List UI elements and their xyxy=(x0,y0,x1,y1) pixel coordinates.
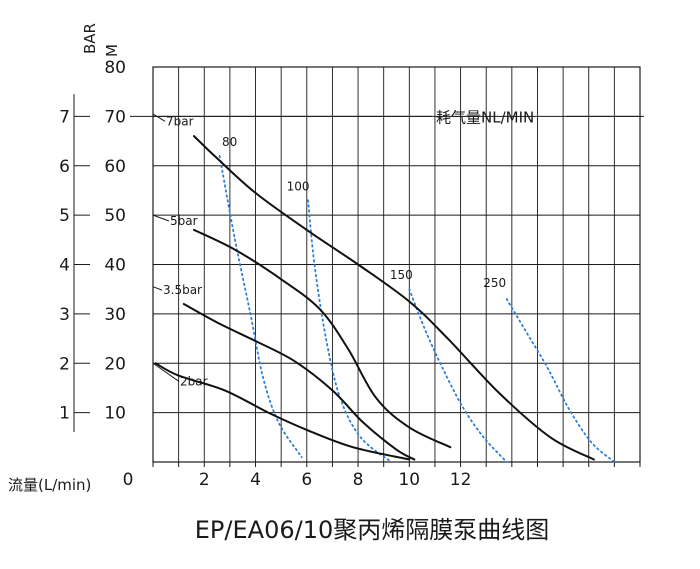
m-tick-label: 70 xyxy=(104,107,126,127)
air-curve-150 xyxy=(408,288,508,463)
air-consumption-lines xyxy=(218,155,616,463)
pressure-curve-7bar xyxy=(193,135,595,461)
chart-title: EP/EA06/10聚丙烯隔膜泵曲线图 xyxy=(195,516,549,544)
pressure-curve-label: 7bar xyxy=(166,114,194,128)
pressure-lines xyxy=(154,135,595,461)
air-curve-label: 150 xyxy=(390,268,413,282)
pressure-curve-2bar xyxy=(154,362,411,461)
pressure-curve-label: 5bar xyxy=(170,214,198,228)
x-tick-label: 10 xyxy=(398,470,420,490)
x-tick-label: 4 xyxy=(250,470,261,490)
pressure-label-leader xyxy=(152,214,170,222)
m-tick-label: 10 xyxy=(104,404,126,424)
x-tick-label: 2 xyxy=(199,470,210,490)
m-tick-label: 60 xyxy=(104,157,126,177)
pressure-label-leader xyxy=(152,362,180,382)
chart-labels: 80 100 150 250 耗气量NL/MIN 7bar 5bar 3.5bar 2bar xyxy=(152,108,644,388)
bar-tick-label: 5 xyxy=(59,206,70,226)
x-axis-label: 流量(L/min) xyxy=(8,476,91,494)
grid xyxy=(152,66,641,463)
air-curve-100 xyxy=(307,199,393,463)
m-tick-label: 40 xyxy=(104,256,126,276)
bar-tick-label: 7 xyxy=(59,107,70,127)
bar-axis-label: BAR xyxy=(81,23,99,54)
air-curve-250 xyxy=(505,298,616,463)
m-tick-label: 50 xyxy=(104,206,126,226)
m-tick-label: 20 xyxy=(104,354,126,374)
pressure-curve-label: 3.5bar xyxy=(163,283,202,297)
bar-tick-label: 2 xyxy=(59,354,70,374)
m-tick-label: 80 xyxy=(104,58,126,78)
air-curve-label: 100 xyxy=(287,179,310,193)
bar-tick-label: 1 xyxy=(59,404,70,424)
pressure-label-leader xyxy=(152,113,166,122)
m-tick-label: 30 xyxy=(104,305,126,325)
air-curve-80 xyxy=(218,155,303,458)
x-tick-label: 0 xyxy=(123,470,134,490)
air-curve-label: 250 xyxy=(483,276,506,290)
m-axis-label: M xyxy=(103,44,121,57)
pressure-curve-3.5bar xyxy=(182,303,416,461)
bar-tick-label: 6 xyxy=(59,157,70,177)
x-tick-label: 12 xyxy=(450,470,472,490)
axes: 0 2 4 6 8 10 12流量(L/min)1234567BAR102030405060… xyxy=(8,23,641,494)
air-curve-label: 80 xyxy=(222,135,237,149)
bar-tick-label: 3 xyxy=(59,305,70,325)
bar-tick-label: 4 xyxy=(59,256,70,276)
pressure-curve-label: 2bar xyxy=(180,374,208,388)
x-tick-label: 6 xyxy=(301,470,312,490)
pressure-curve-5bar xyxy=(193,228,452,449)
x-tick-label: 8 xyxy=(353,470,364,490)
air-consumption-label: 耗气量NL/MIN xyxy=(436,108,534,126)
pressure-label-leader xyxy=(152,286,163,291)
